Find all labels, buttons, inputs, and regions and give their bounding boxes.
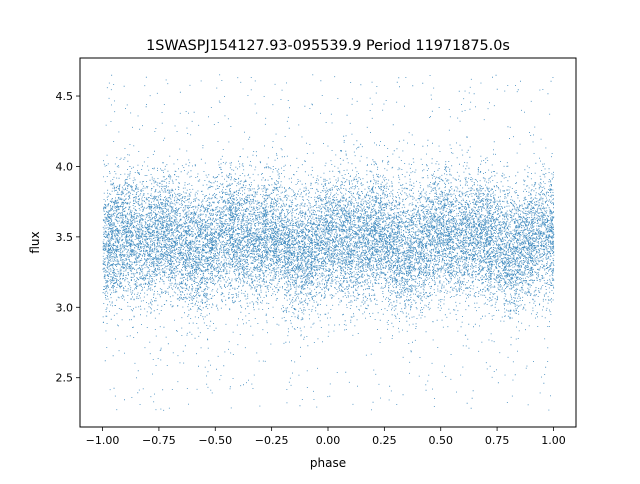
x-tick-label: −0.25 (255, 434, 289, 447)
data-points (102, 74, 555, 411)
x-tick-label: 0.25 (372, 434, 397, 447)
chart-title: 1SWASPJ154127.93-095539.9 Period 1197187… (146, 38, 510, 54)
y-tick-label: 3.5 (56, 231, 74, 244)
y-axis-ticks: 2.5 3.0 3.5 4.0 4.5 (56, 90, 80, 385)
x-tick-label: 0.75 (485, 434, 510, 447)
x-tick-label: −1.00 (86, 434, 120, 447)
x-tick-label: −0.75 (142, 434, 176, 447)
x-tick-label: 0.00 (316, 434, 341, 447)
y-tick-label: 2.5 (56, 372, 74, 385)
y-tick-label: 4.0 (56, 160, 74, 173)
x-tick-label: 1.00 (541, 434, 566, 447)
y-tick-label: 4.5 (56, 90, 74, 103)
x-axis-label: phase (310, 456, 346, 470)
flux-points (102, 74, 555, 411)
x-tick-label: −0.50 (198, 434, 232, 447)
y-axis-label: flux (28, 231, 42, 253)
x-axis-ticks: −1.00 −0.75 −0.50 −0.25 0.00 0.25 0.50 0.75 1.00 (86, 427, 566, 447)
y-tick-label: 3.0 (56, 301, 74, 314)
x-tick-label: 0.50 (428, 434, 453, 447)
